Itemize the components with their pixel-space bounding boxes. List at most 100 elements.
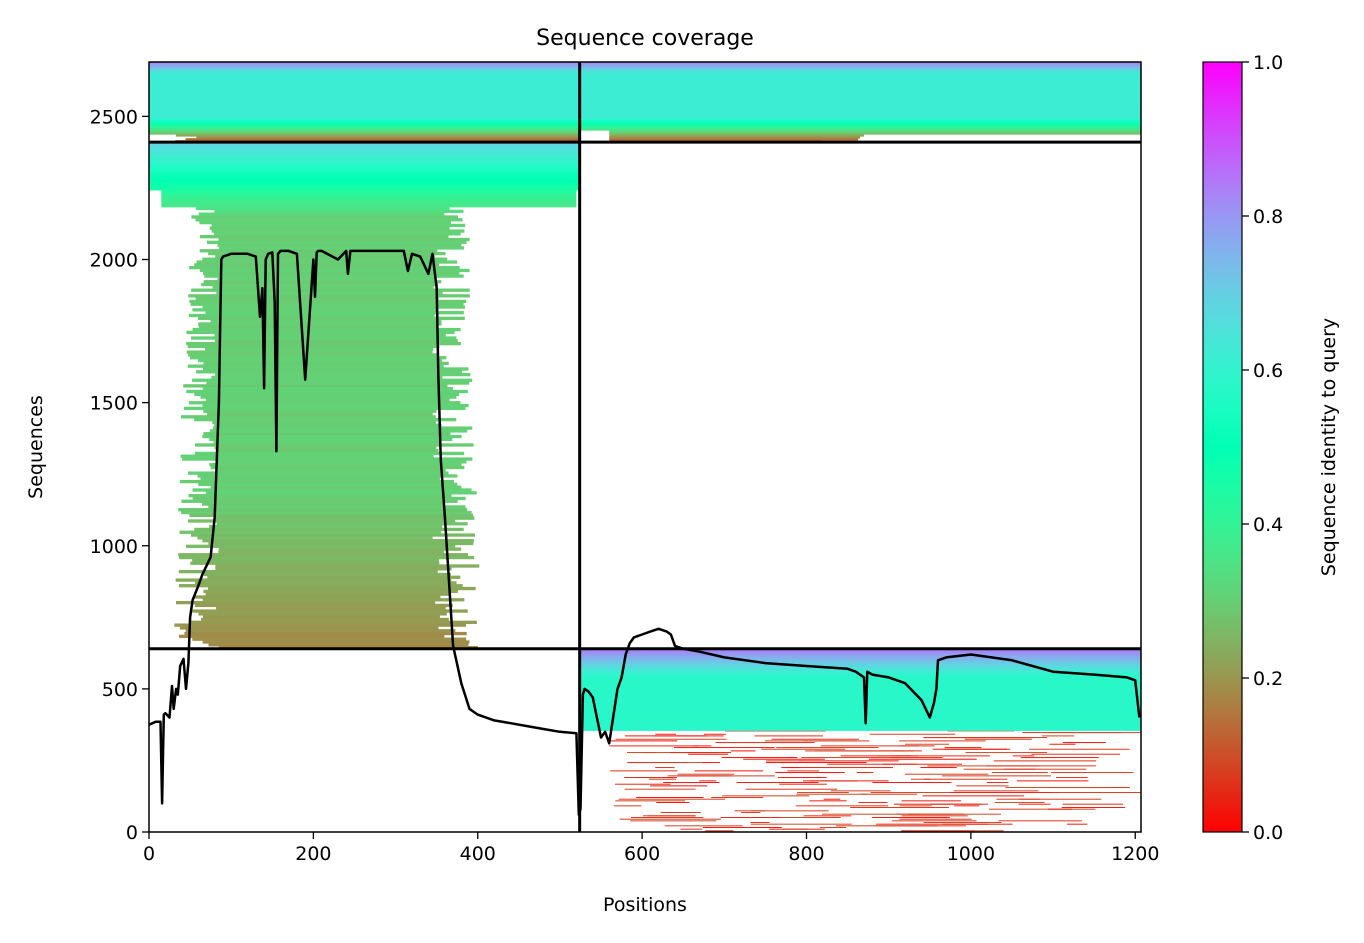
- heatmap-row: [149, 106, 580, 109]
- colorbar: [1202, 61, 1243, 833]
- heatmap-fragment: [610, 770, 678, 772]
- heatmap-row: [579, 86, 1141, 89]
- heatmap-row: [579, 102, 1141, 105]
- heatmap-row: [149, 74, 580, 77]
- heatmap-fragment: [827, 763, 896, 765]
- heatmap-fragment: [743, 758, 825, 760]
- y-tick-label: 1500: [90, 393, 138, 415]
- heatmap-row: [184, 406, 466, 411]
- heatmap-row: [579, 707, 1141, 710]
- heatmap-row: [203, 280, 442, 284]
- heatmap-fragment: [891, 757, 943, 759]
- heatmap-row: [192, 558, 439, 563]
- heatmap-row: [217, 243, 462, 247]
- heatmap-row: [183, 384, 448, 388]
- heatmap-row: [579, 715, 1141, 718]
- heatmap-fragment: [624, 788, 696, 790]
- heatmap-row: [205, 592, 450, 596]
- heatmap-row: [579, 713, 1141, 716]
- heatmap-fragment: [745, 788, 838, 790]
- heatmap-row: [579, 708, 1141, 711]
- heatmap-row: [609, 134, 865, 137]
- heatmap-row: [194, 392, 460, 396]
- colorbar-tick-label: 0.8: [1253, 206, 1283, 228]
- heatmap-row: [149, 167, 580, 171]
- heatmap-row: [179, 555, 475, 560]
- coverage-line: [149, 249, 1141, 817]
- heatmap-row: [198, 325, 437, 329]
- heatmap-row: [579, 710, 1141, 713]
- heatmap-fragment: [920, 767, 957, 769]
- heatmap-row: [149, 94, 580, 97]
- heatmap-layer: [149, 62, 1141, 832]
- heatmap-fragment: [872, 782, 952, 784]
- heatmap-row: [149, 142, 580, 146]
- heatmap-row: [192, 609, 468, 613]
- heatmap-fragment: [609, 740, 678, 742]
- heatmap-fragment: [965, 752, 1048, 754]
- y-tick-label: 2500: [90, 106, 138, 128]
- heatmap-row: [149, 110, 580, 113]
- heatmap-fragment: [677, 773, 735, 775]
- coverage-line-layer: [149, 249, 1141, 817]
- heatmap-row: [188, 519, 456, 523]
- heatmap-fragment: [705, 830, 734, 832]
- heatmap-fragment: [950, 747, 977, 749]
- heatmap-row: [203, 572, 452, 577]
- heatmap-row: [202, 615, 440, 619]
- heatmap-fragment: [615, 800, 686, 802]
- heatmap-row: [149, 80, 580, 83]
- heatmap-fragment: [835, 825, 938, 827]
- heatmap-row: [215, 567, 452, 571]
- heatmap-row: [579, 660, 1141, 663]
- heatmap-row: [189, 513, 474, 518]
- colorbar-ticks: 0.0 0.2 0.4 0.6 0.8 1.0: [1242, 52, 1283, 844]
- heatmap-fragment: [1051, 792, 1141, 794]
- heatmap-row: [191, 215, 458, 219]
- heatmap-row: [198, 212, 445, 216]
- heatmap-fragment: [993, 760, 1097, 762]
- heatmap-row: [194, 527, 464, 532]
- heatmap-row: [579, 667, 1141, 670]
- heatmap-fragment: [932, 748, 1008, 750]
- heatmap-row: [189, 265, 460, 270]
- heatmap-fragment: [795, 805, 889, 807]
- heatmap-fragment: [702, 762, 720, 764]
- heatmap-row: [213, 440, 442, 444]
- heatmap-row: [184, 631, 467, 636]
- heatmap-row: [579, 120, 1141, 123]
- heatmap-row: [149, 178, 580, 183]
- y-tick-label: 0: [126, 822, 138, 844]
- x-tick-label: 0: [143, 843, 155, 865]
- heatmap-row: [579, 692, 1141, 695]
- heatmap-row: [179, 626, 439, 630]
- heatmap-row: [579, 68, 1141, 71]
- heatmap-row: [197, 474, 458, 478]
- heatmap-fragment: [787, 767, 893, 769]
- heatmap-fragment: [899, 818, 972, 820]
- heatmap-fragment: [761, 748, 846, 750]
- heatmap-fragment: [722, 795, 810, 797]
- heatmap-fragment: [1003, 768, 1087, 770]
- heatmap-fragment: [624, 777, 656, 779]
- heatmap-fragment: [750, 823, 852, 825]
- heatmap-row: [609, 138, 859, 141]
- heatmap-fragment: [869, 733, 956, 735]
- heatmap-row: [579, 94, 1141, 97]
- heatmap-row: [579, 126, 1141, 129]
- heatmap-row: [186, 341, 461, 346]
- heatmap-fragment: [765, 740, 870, 742]
- heatmap-fragment: [803, 815, 852, 817]
- heatmap-fragment: [991, 772, 1048, 774]
- heatmap-row: [209, 463, 462, 467]
- heatmap-row: [579, 72, 1141, 75]
- heatmap-row: [211, 375, 443, 380]
- heatmap-row: [579, 720, 1141, 723]
- heatmap-row: [202, 305, 465, 309]
- heatmap-row: [149, 124, 580, 127]
- heatmap-fragment: [820, 745, 935, 747]
- heatmap-row: [191, 288, 470, 292]
- heatmap-row: [149, 147, 580, 152]
- heatmap-row: [205, 491, 477, 495]
